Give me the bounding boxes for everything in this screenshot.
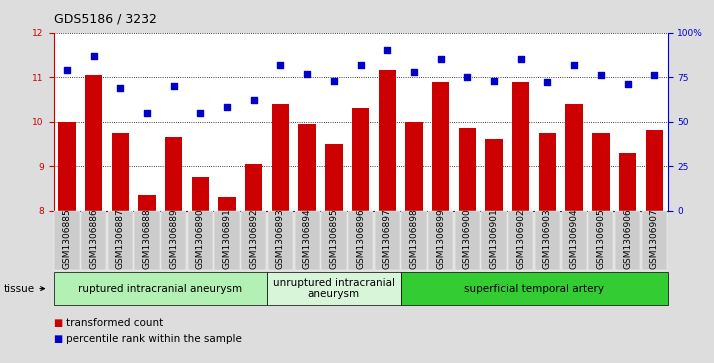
Point (195, 110, 206, 116)
Text: GSM1306899: GSM1306899 (436, 208, 445, 269)
Bar (298, 124, 316, 211)
Point (114, 85, 126, 91)
Point (515, 56, 526, 62)
Text: GSM1306894: GSM1306894 (303, 208, 312, 269)
Bar (352, 108, 369, 211)
Text: GSM1306890: GSM1306890 (196, 208, 205, 269)
Text: transformed count: transformed count (66, 318, 164, 328)
Bar (272, 104, 289, 211)
Bar (592, 133, 610, 211)
Bar (85, 75, 102, 211)
Text: GSM1306893: GSM1306893 (276, 208, 285, 269)
Bar (432, 82, 449, 211)
Text: ■: ■ (54, 334, 63, 344)
Point (275, 62, 286, 68)
Text: GDS5186 / 3232: GDS5186 / 3232 (54, 12, 156, 25)
Point (61, 67, 73, 73)
Point (381, 48, 393, 53)
Bar (565, 104, 583, 211)
Bar (218, 197, 236, 211)
Point (462, 74, 473, 80)
Point (248, 97, 259, 103)
Bar (486, 139, 503, 211)
Bar (458, 128, 476, 211)
Text: GSM1306903: GSM1306903 (543, 208, 552, 269)
Text: GSM1306896: GSM1306896 (356, 208, 365, 269)
Text: GSM1306902: GSM1306902 (516, 208, 526, 269)
Point (355, 62, 366, 68)
Point (542, 79, 553, 85)
Text: GSM1306885: GSM1306885 (62, 208, 71, 269)
Point (408, 69, 420, 75)
Bar (645, 130, 663, 211)
Text: GSM1306892: GSM1306892 (249, 208, 258, 269)
Text: unruptured intracranial
aneurysm: unruptured intracranial aneurysm (273, 278, 395, 299)
Bar (139, 195, 156, 211)
Text: GSM1306886: GSM1306886 (89, 208, 98, 269)
Bar (512, 82, 529, 211)
Text: GSM1306897: GSM1306897 (383, 208, 392, 269)
Point (141, 110, 153, 116)
Text: ■: ■ (54, 318, 63, 328)
Bar (165, 137, 182, 211)
Bar (406, 122, 423, 211)
Point (221, 105, 233, 110)
Text: GSM1306907: GSM1306907 (650, 208, 659, 269)
Bar (191, 177, 209, 211)
Text: GSM1306887: GSM1306887 (116, 208, 125, 269)
Text: GSM1306888: GSM1306888 (143, 208, 151, 269)
Text: GSM1306895: GSM1306895 (329, 208, 338, 269)
Text: GSM1306901: GSM1306901 (490, 208, 498, 269)
Bar (325, 144, 343, 211)
Point (488, 78, 500, 83)
Point (301, 71, 313, 77)
Bar (111, 133, 129, 211)
Text: GSM1306904: GSM1306904 (570, 208, 578, 269)
Text: percentile rank within the sample: percentile rank within the sample (66, 334, 242, 344)
Point (435, 56, 446, 62)
Point (568, 62, 580, 68)
Text: tissue: tissue (4, 284, 35, 294)
Bar (378, 70, 396, 211)
Text: GSM1306906: GSM1306906 (623, 208, 632, 269)
Point (328, 78, 340, 83)
Point (168, 83, 179, 89)
Bar (619, 153, 636, 211)
Bar (245, 164, 263, 211)
Text: ruptured intracranial aneurysm: ruptured intracranial aneurysm (79, 284, 242, 294)
Point (88, 53, 99, 59)
Point (595, 73, 607, 78)
Text: GSM1306905: GSM1306905 (596, 208, 605, 269)
Text: superficial temporal artery: superficial temporal artery (464, 284, 604, 294)
Text: GSM1306891: GSM1306891 (223, 208, 231, 269)
Bar (59, 122, 76, 211)
Point (622, 81, 633, 87)
Text: GSM1306889: GSM1306889 (169, 208, 178, 269)
Text: GSM1306898: GSM1306898 (409, 208, 418, 269)
Point (648, 73, 660, 78)
Bar (539, 133, 556, 211)
Text: GSM1306900: GSM1306900 (463, 208, 472, 269)
